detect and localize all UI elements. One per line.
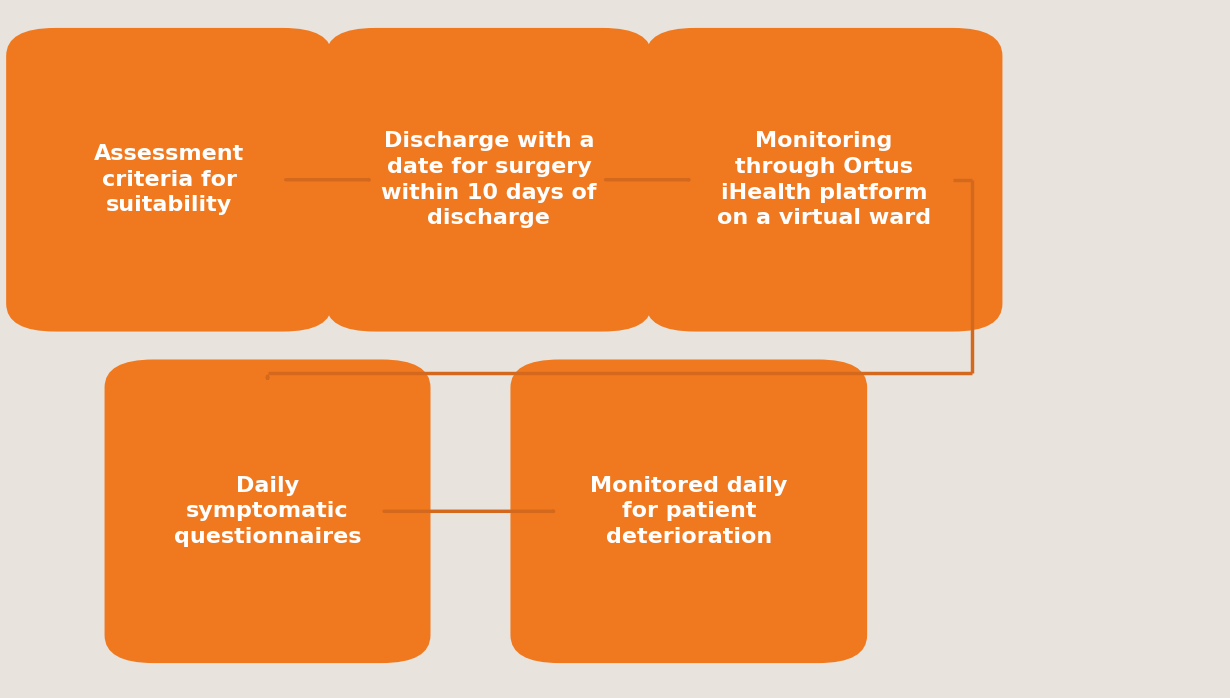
FancyBboxPatch shape: [105, 359, 430, 663]
FancyBboxPatch shape: [646, 28, 1002, 332]
Text: Discharge with a
date for surgery
within 10 days of
discharge: Discharge with a date for surgery within…: [381, 131, 597, 228]
Text: Assessment
criteria for
suitability: Assessment criteria for suitability: [93, 144, 245, 216]
Text: Monitoring
through Ortus
iHealth platform
on a virtual ward: Monitoring through Ortus iHealth platfor…: [717, 131, 931, 228]
FancyBboxPatch shape: [6, 28, 332, 332]
Text: Daily
symptomatic
questionnaires: Daily symptomatic questionnaires: [173, 475, 362, 547]
Text: Monitored daily
for patient
deterioration: Monitored daily for patient deterioratio…: [590, 475, 787, 547]
FancyBboxPatch shape: [510, 359, 867, 663]
FancyBboxPatch shape: [326, 28, 652, 332]
